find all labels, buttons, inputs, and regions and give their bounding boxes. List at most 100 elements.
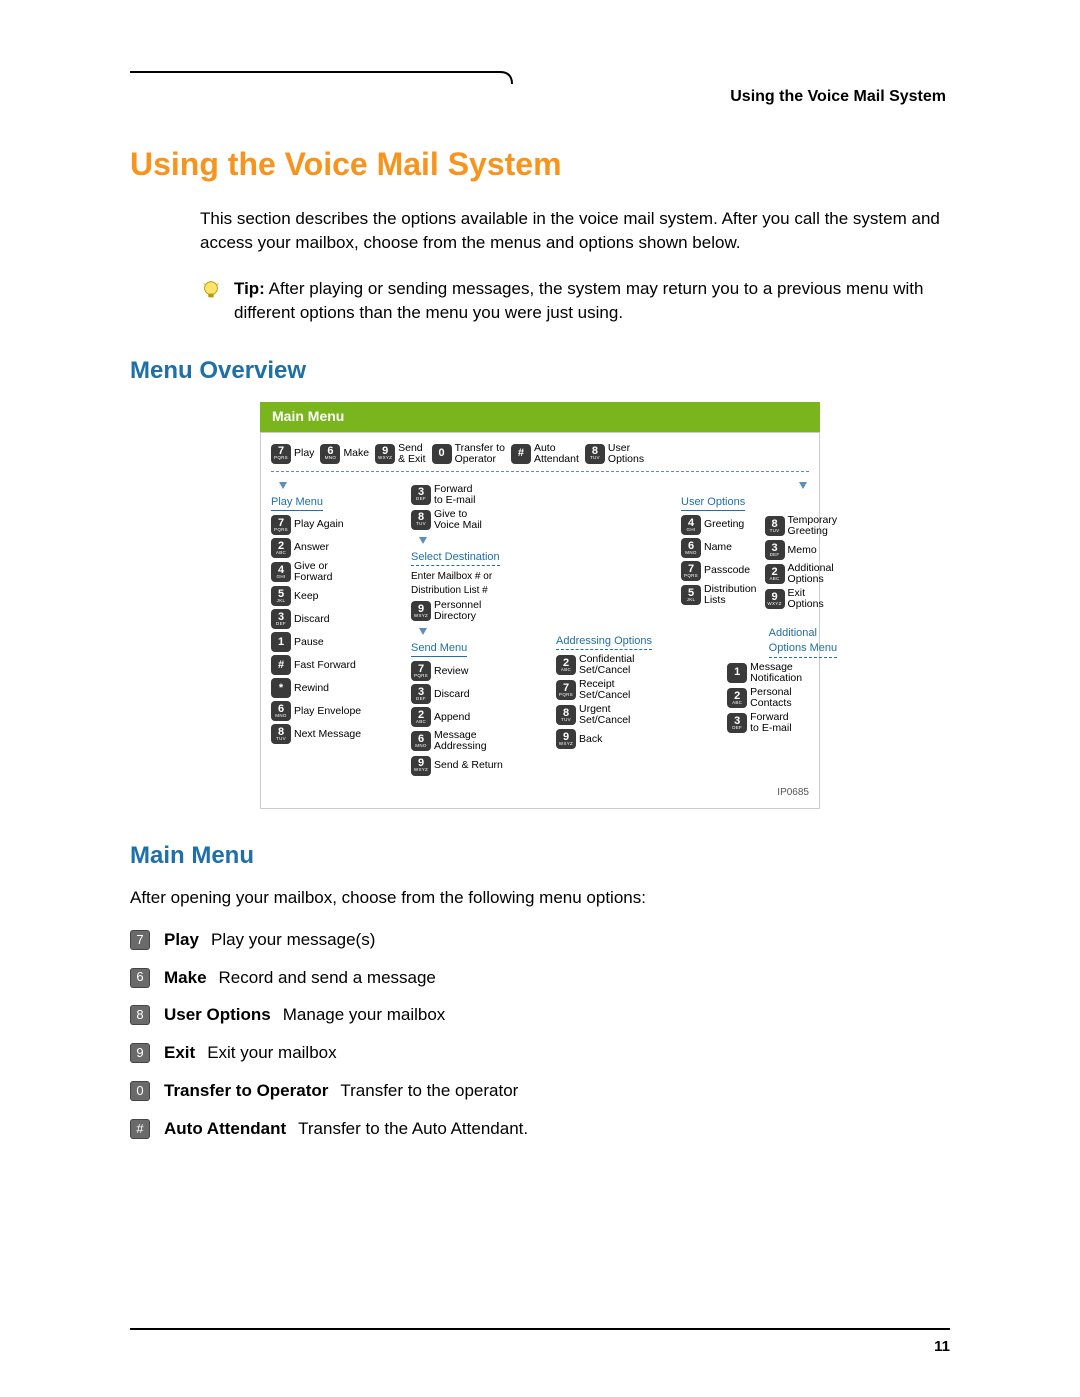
phone-key-icon: # (130, 1119, 150, 1139)
phone-key-icon: 7PQRS (681, 561, 701, 581)
key-item: 6MNOName (681, 538, 757, 558)
phone-key-icon: 1 (727, 663, 747, 683)
select-dest-title: Select Destination (411, 550, 500, 566)
key-item: 7PQRSPlay Again (271, 515, 401, 535)
diagram-header: Main Menu (260, 402, 820, 432)
key-label: Rewind (294, 683, 329, 694)
key-label: Receipt Set/Cancel (579, 679, 630, 701)
key-item: 9WXYZExit Options (765, 588, 838, 610)
phone-key-icon: 9WXYZ (411, 756, 431, 776)
key-label: Distribution Lists (704, 584, 757, 606)
phone-key-icon: 9WXYZ (556, 729, 576, 749)
key-label: Append (434, 712, 470, 723)
phone-key-icon: 4GHI (271, 562, 291, 582)
page-number: 11 (130, 1336, 950, 1357)
key-label: Additional Options (788, 563, 834, 585)
main-menu-item: #Auto AttendantTransfer to the Auto Atte… (130, 1117, 950, 1141)
key-item: #Auto Attendant (511, 443, 579, 465)
phone-key-icon: 3DEF (765, 540, 785, 560)
select-dest-text: Enter Mailbox # or Distribution List # (411, 570, 546, 598)
key-item: *Rewind (271, 678, 401, 698)
phone-key-icon: 3DEF (271, 609, 291, 629)
main-menu-list: 7PlayPlay your message(s)6MakeRecord and… (130, 928, 950, 1141)
key-label: Greeting (704, 519, 744, 530)
key-label: Give or Forward (294, 561, 333, 583)
phone-key-icon: 7PQRS (271, 444, 291, 464)
key-label: Make (343, 448, 369, 459)
key-item: 1Message Notification (727, 662, 802, 684)
user-options-title: User Options (681, 495, 745, 511)
key-label: Play (294, 448, 314, 459)
mm-label: User Options (164, 1005, 271, 1024)
menu-overview-heading: Menu Overview (130, 354, 950, 388)
mm-label: Transfer to Operator (164, 1081, 328, 1100)
send-menu-title: Send Menu (411, 641, 467, 657)
phone-key-icon: 6MNO (681, 538, 701, 558)
key-item: 3DEFDiscard (271, 609, 401, 629)
key-item: 9WXYZSend & Return (411, 756, 546, 776)
phone-key-icon: 1 (271, 632, 291, 652)
diagram-id: IP0685 (271, 786, 809, 800)
phone-key-icon: 2ABC (556, 655, 576, 675)
mm-label: Auto Attendant (164, 1119, 286, 1138)
key-item: 7PQRSReview (411, 661, 546, 681)
key-label: Review (434, 666, 468, 677)
key-item: 7PQRSReceipt Set/Cancel (556, 679, 671, 701)
key-label: Next Message (294, 729, 361, 740)
key-item: 6MNOMake (320, 443, 369, 465)
phone-key-icon: 2ABC (727, 688, 747, 708)
key-label: Personal Contacts (750, 687, 791, 709)
phone-key-icon: 0 (432, 444, 452, 464)
phone-key-icon: 3DEF (411, 684, 431, 704)
phone-key-icon: 8TUV (585, 444, 605, 464)
key-label: Play Again (294, 519, 344, 530)
key-label: Pause (294, 637, 324, 648)
key-item: 5JKLKeep (271, 586, 401, 606)
key-item: 3DEFForward to E-mail (727, 712, 791, 734)
phone-key-icon: 8TUV (271, 724, 291, 744)
phone-key-icon: * (271, 678, 291, 698)
phone-key-icon: 8 (130, 1005, 150, 1025)
key-item: 6MNOPlay Envelope (271, 701, 401, 721)
mm-desc: Transfer to the operator (340, 1081, 518, 1100)
page: Using the Voice Mail System Using the Vo… (0, 0, 1080, 1397)
phone-key-icon: 7PQRS (271, 515, 291, 535)
phone-key-icon: 6MNO (320, 444, 340, 464)
phone-key-icon: 4GHI (681, 515, 701, 535)
key-item: 8TUVTemporary Greeting (765, 515, 838, 537)
phone-key-icon: 7PQRS (556, 680, 576, 700)
key-item: 2ABCAnswer (271, 538, 401, 558)
key-label: Urgent Set/Cancel (579, 704, 630, 726)
key-label: Exit Options (788, 588, 824, 610)
main-menu-item: 9ExitExit your mailbox (130, 1041, 950, 1065)
key-label: Forward to E-mail (750, 712, 791, 734)
phone-key-icon: 5JKL (681, 585, 701, 605)
key-item: 3DEFDiscard (411, 684, 546, 704)
key-item: 9WXYZPersonnel Directory (411, 600, 546, 622)
main-menu-item: 0Transfer to OperatorTransfer to the ope… (130, 1079, 950, 1103)
key-item: 8TUVUrgent Set/Cancel (556, 704, 671, 726)
main-menu-intro: After opening your mailbox, choose from … (130, 886, 950, 910)
phone-key-icon: 3DEF (411, 485, 431, 505)
key-label: Keep (294, 591, 319, 602)
key-label: Discard (434, 689, 470, 700)
key-item: 7PQRSPlay (271, 443, 314, 465)
phone-key-icon: 2ABC (411, 707, 431, 727)
key-label: Fast Forward (294, 660, 356, 671)
intro-text: This section describes the options avail… (200, 207, 950, 255)
key-item: 8TUVGive to Voice Mail (411, 509, 546, 531)
running-header: Using the Voice Mail System (130, 86, 950, 108)
additional-title: Additional Options Menu (769, 626, 837, 658)
mm-desc: Manage your mailbox (283, 1005, 446, 1024)
key-item: 1Pause (271, 632, 401, 652)
phone-key-icon: 7 (130, 930, 150, 950)
mm-desc: Exit your mailbox (207, 1043, 336, 1062)
key-label: Back (579, 734, 602, 745)
key-label: Play Envelope (294, 706, 361, 717)
play-menu-title: Play Menu (271, 495, 323, 511)
phone-key-icon: 7PQRS (411, 661, 431, 681)
main-menu-item: 8 User Options Manage your mailbox (130, 1003, 950, 1027)
key-item: 9WXYZSend & Exit (375, 443, 425, 465)
key-label: Send & Return (434, 760, 503, 771)
key-item: 5JKLDistribution Lists (681, 584, 757, 606)
